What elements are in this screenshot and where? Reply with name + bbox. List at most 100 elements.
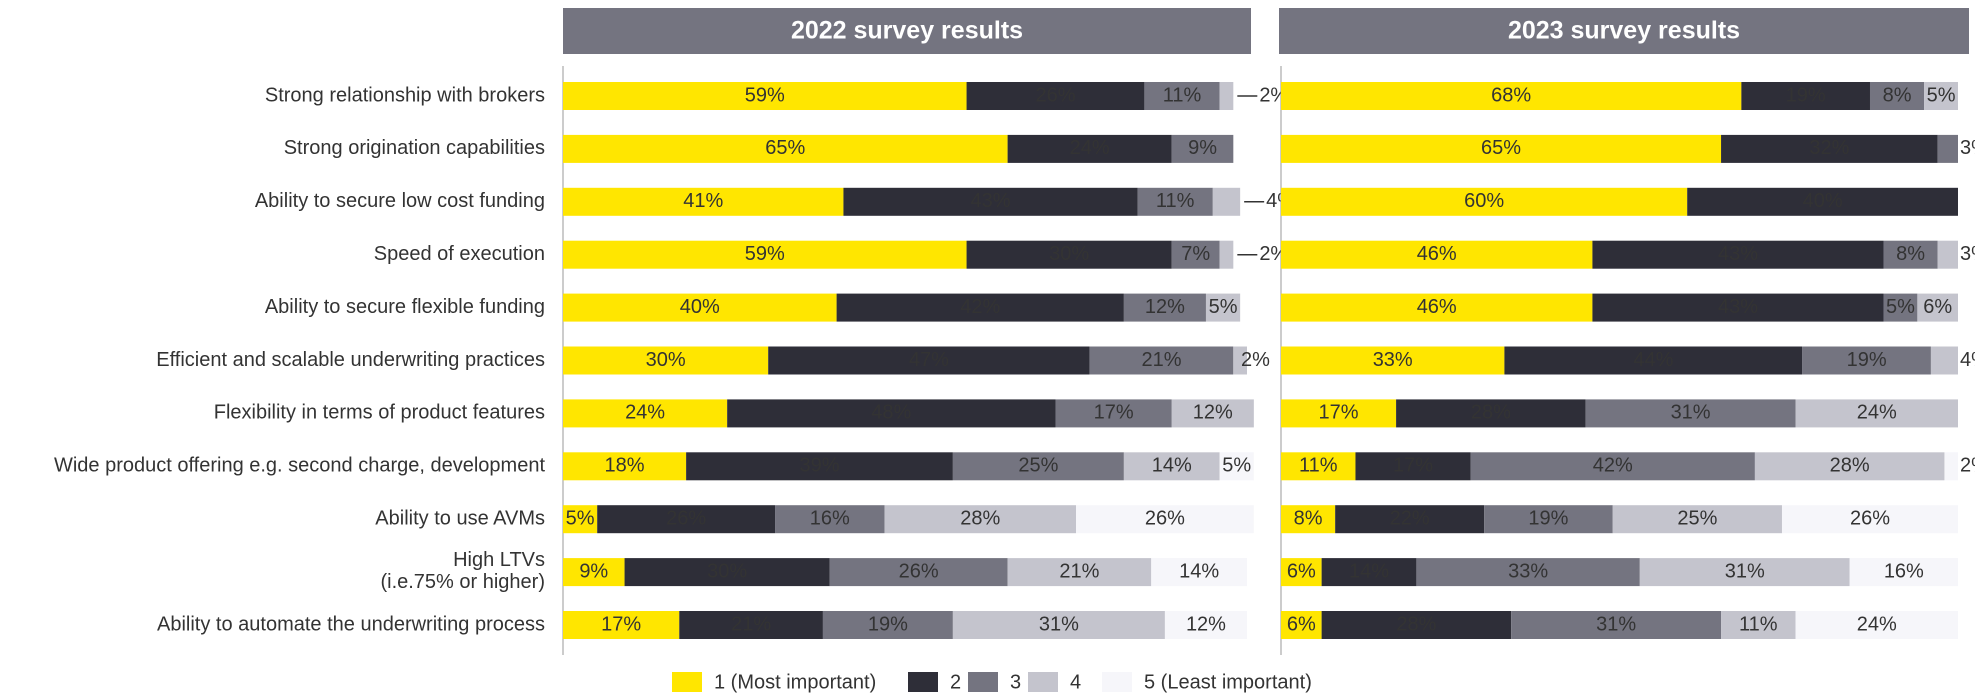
bar-segment	[1281, 558, 1322, 587]
value-label: 7%	[1181, 243, 1210, 265]
value-label: 14%	[1179, 560, 1219, 582]
bar-segment	[966, 82, 1145, 110]
bar-segment	[952, 611, 1165, 639]
value-label: 42%	[1593, 455, 1633, 477]
bar-segment	[563, 558, 625, 587]
value-label: 24%	[1857, 402, 1897, 424]
category-label: Ability to secure low cost funding	[255, 190, 545, 212]
value-label: 26%	[666, 507, 706, 529]
bar-segment	[1281, 346, 1505, 375]
value-label: 2%	[1960, 455, 1975, 477]
bar-segment	[624, 558, 830, 587]
bar-segment	[843, 187, 1138, 216]
value-label: 9%	[1188, 137, 1217, 159]
bar-segment	[1924, 82, 1958, 110]
value-label: 31%	[1596, 613, 1636, 635]
bar-segment	[822, 611, 953, 639]
value-label: 17%	[1319, 402, 1359, 424]
panel-title: 2022 survey results	[791, 17, 1023, 45]
value-label: 26%	[1145, 507, 1185, 529]
value-label: 5%	[1222, 455, 1251, 477]
bar-segment	[1937, 134, 1958, 163]
bar-segment	[1741, 82, 1870, 110]
bar-segment	[1137, 187, 1213, 216]
value-label: 28%	[1471, 402, 1511, 424]
value-label: 59%	[745, 243, 785, 265]
value-label: 6%	[1287, 560, 1316, 582]
bar-segment	[563, 346, 769, 375]
value-label: 24%	[1070, 137, 1110, 159]
bar-segment	[1721, 611, 1796, 639]
bar-segment	[1930, 346, 1958, 375]
bar-segment	[966, 240, 1172, 269]
legend-label: 1 (Most important)	[714, 671, 876, 693]
bar-segment	[1869, 82, 1925, 110]
bar-segment	[829, 558, 1008, 587]
value-label: 17%	[1094, 402, 1134, 424]
category-label: Efficient and scalable underwriting prac…	[156, 349, 545, 371]
value-label: 28%	[1830, 455, 1870, 477]
value-label: 12%	[1186, 613, 1226, 635]
bar-segment	[1281, 134, 1722, 163]
bar-segment	[563, 82, 967, 110]
legend-swatch	[672, 672, 702, 692]
value-label: 60%	[1464, 190, 1504, 212]
value-label: 40%	[1803, 190, 1843, 212]
bar-segment	[1151, 558, 1247, 587]
bar-segment	[1335, 505, 1485, 534]
bar-segment	[1687, 187, 1958, 216]
bar-segment	[1781, 505, 1958, 534]
value-label: 42%	[960, 296, 1000, 318]
value-label: 24%	[625, 402, 665, 424]
value-label: 41%	[683, 190, 723, 212]
bar-segment	[1055, 399, 1172, 428]
bar-segment	[563, 240, 967, 269]
value-label: 5%	[1886, 296, 1915, 318]
value-label: 68%	[1491, 84, 1531, 106]
bar-segment	[1076, 505, 1254, 534]
value-label: 30%	[707, 560, 747, 582]
bar-segment	[1205, 293, 1241, 322]
value-label: 3%	[1960, 137, 1975, 159]
bar-segment	[1219, 452, 1254, 481]
value-label: 3%	[1960, 243, 1975, 265]
value-label: 18%	[605, 455, 645, 477]
value-label: 43%	[1718, 296, 1758, 318]
bar-segment	[1396, 399, 1586, 428]
value-label: 46%	[1417, 243, 1457, 265]
value-label: 26%	[1850, 507, 1890, 529]
value-label: 4%	[1960, 349, 1975, 371]
value-label: 9%	[579, 560, 608, 582]
value-label: 12%	[1145, 296, 1185, 318]
bar-segment	[563, 611, 680, 639]
bar-segment	[1281, 240, 1593, 269]
bar-segment	[563, 452, 687, 481]
bar-segment	[775, 505, 885, 534]
bar-segment	[1144, 82, 1220, 110]
bar-segment	[1355, 452, 1471, 481]
value-label: 21%	[1141, 349, 1181, 371]
value-label: 25%	[1677, 507, 1717, 529]
bar-segment	[1937, 240, 1958, 269]
category-label: Ability to automate the underwriting pro…	[157, 613, 545, 635]
legend-label: 3	[1010, 671, 1021, 693]
bar-segment	[1484, 505, 1613, 534]
bar-segment	[1321, 558, 1417, 587]
category-label: Strong relationship with brokers	[265, 84, 545, 106]
category-label: Flexibility in terms of product features	[214, 402, 545, 424]
bar-segment	[1171, 134, 1234, 163]
value-label: 14%	[1152, 455, 1192, 477]
value-label: 43%	[1718, 243, 1758, 265]
value-label: 46%	[1417, 296, 1457, 318]
value-label: 8%	[1896, 243, 1925, 265]
value-label: 30%	[646, 349, 686, 371]
category-label: Ability to use AVMs	[375, 507, 545, 529]
bar-segment	[1504, 346, 1803, 375]
bar-segment	[1281, 399, 1397, 428]
bar-segment	[686, 452, 953, 481]
bar-segment	[1212, 187, 1241, 216]
value-label: 11%	[1739, 613, 1778, 635]
value-label: 8%	[1294, 507, 1323, 529]
value-label: 31%	[1671, 402, 1711, 424]
